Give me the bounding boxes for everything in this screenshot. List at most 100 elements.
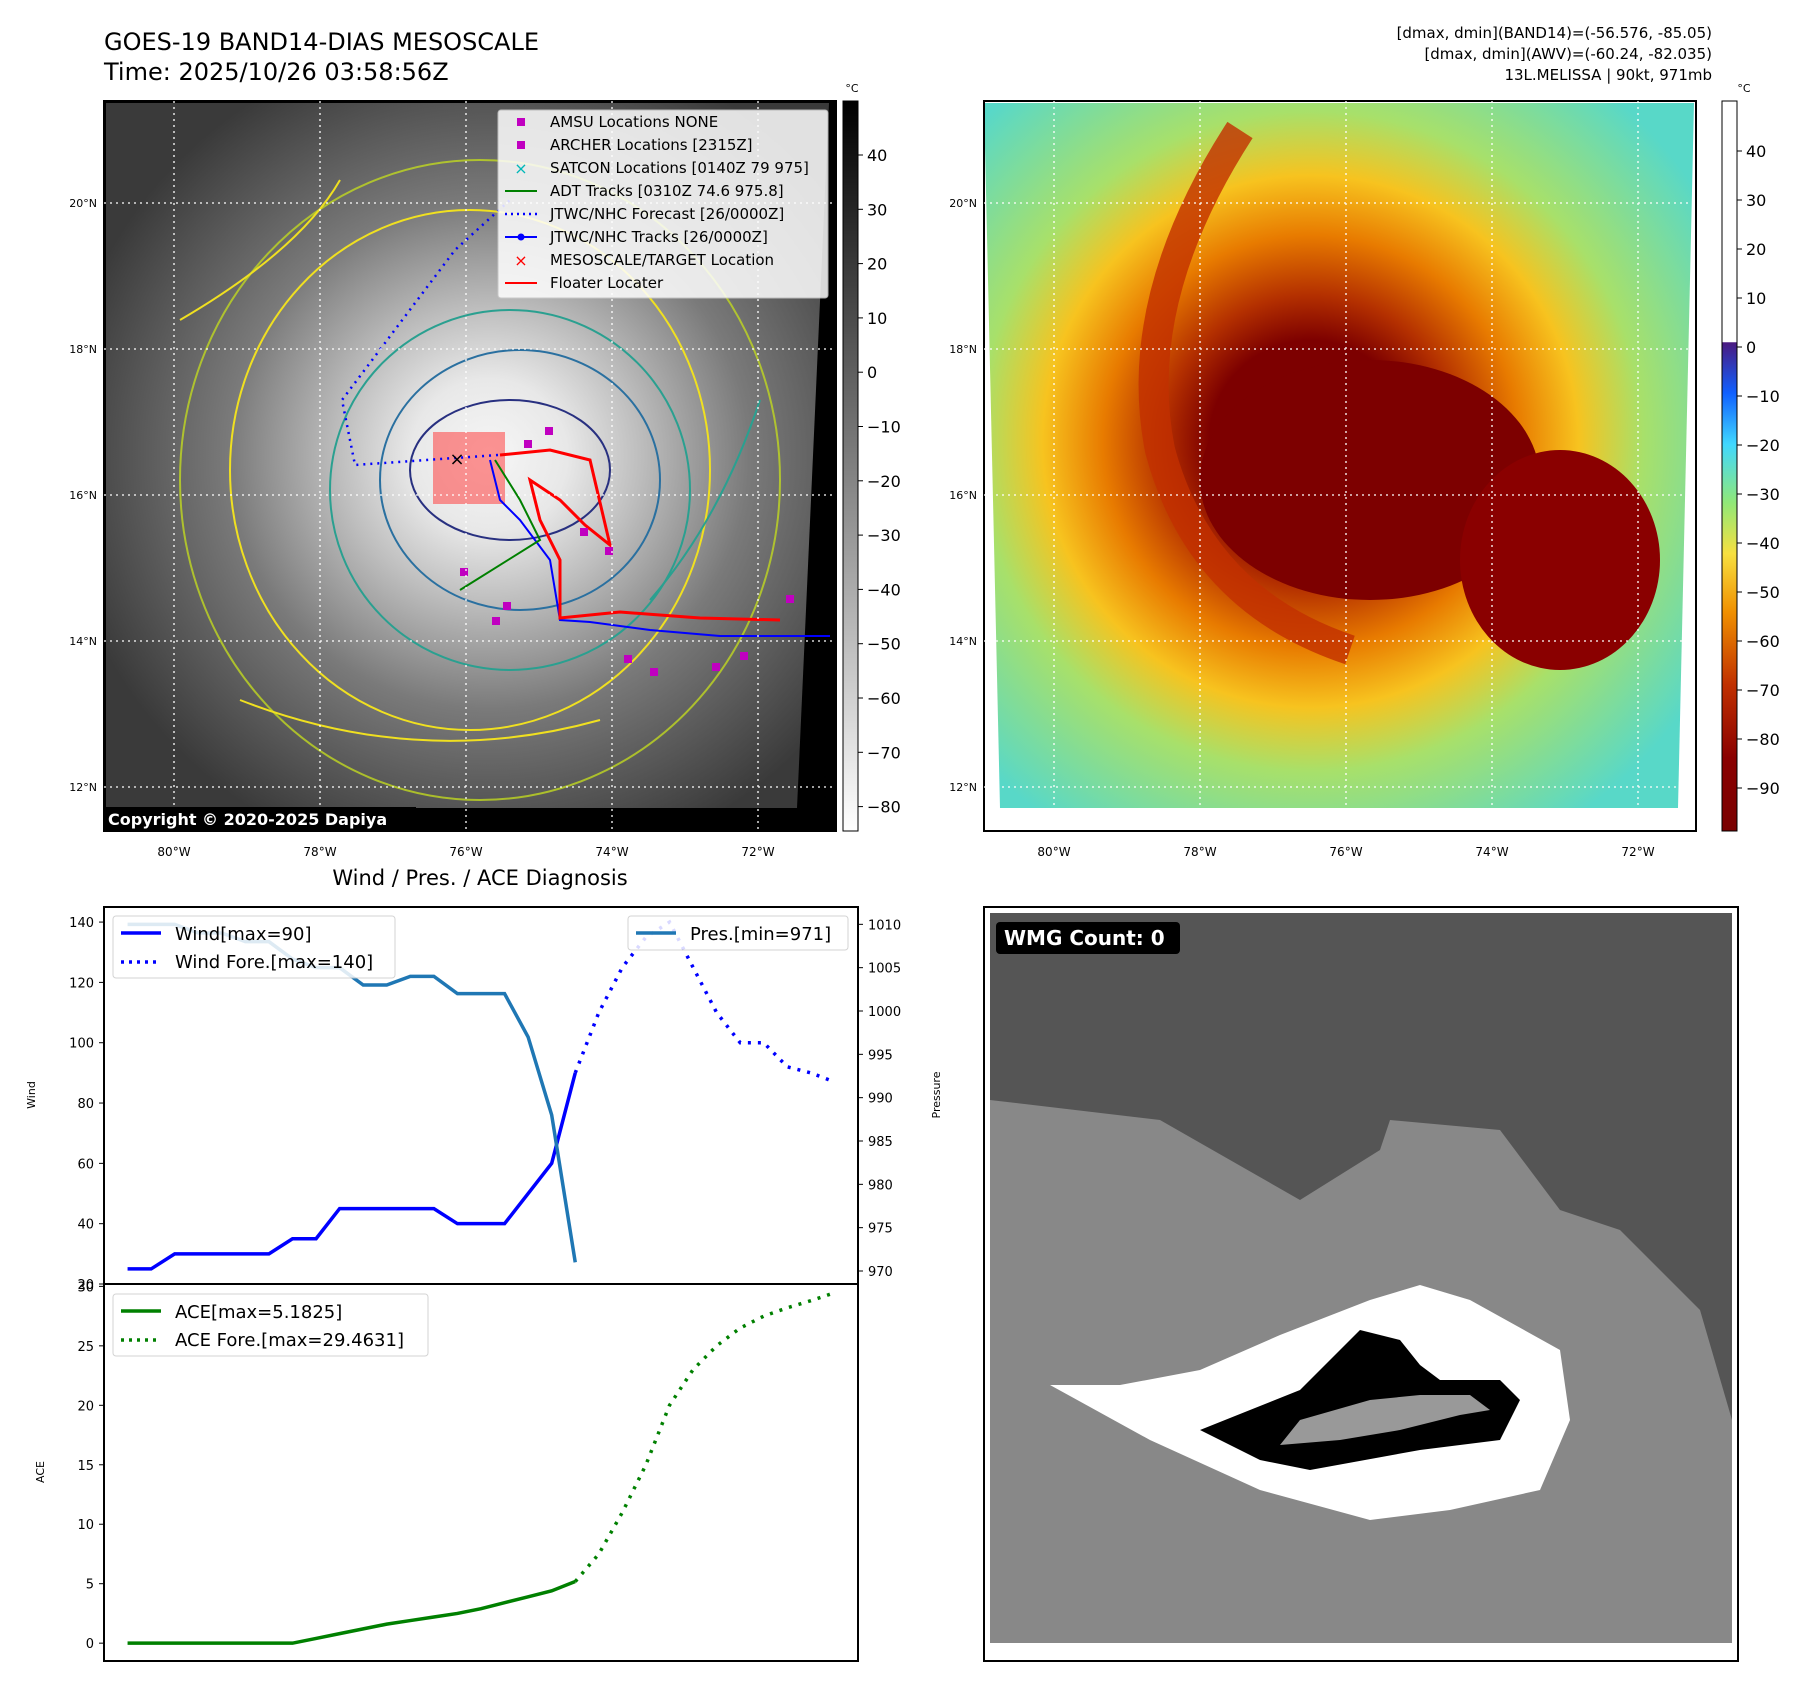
ace-tick-label: 10 [77, 1518, 94, 1533]
lat-label: 14°N [949, 635, 977, 648]
legend-label: JTWC/NHC Tracks [26/0000Z] [549, 228, 768, 246]
info-storm: 13L.MELISSA | 90kt, 971mb [1504, 66, 1712, 84]
colorbar-tick-label: −30 [1746, 485, 1780, 504]
ir-color-map-frame [983, 100, 1697, 832]
wmg-black-core [1200, 1330, 1520, 1470]
legend-item-0: AMSU Locations NONE [517, 113, 718, 131]
pressure-tick-label: 970 [868, 1265, 893, 1280]
pressure-tick-label: 1000 [868, 1005, 901, 1020]
colorbar-tick-label: 10 [867, 309, 887, 328]
series-line-ACE Fore.[max=29.4631] [573, 1291, 835, 1583]
colorbar-tick-label: −30 [867, 526, 901, 545]
ace-tick-label: 20 [77, 1399, 94, 1414]
colorbar-gray [842, 100, 859, 832]
pres-legend-label: Pres.[min=971] [690, 924, 831, 945]
lon-label: 76°W [1329, 845, 1362, 859]
wind-fore-legend-label: Wind Fore.[max=140] [175, 952, 373, 973]
cloud-contours [179, 159, 781, 801]
legend-label: SATCON Locations [0140Z 79 975] [550, 159, 809, 177]
legend-label: MESOSCALE/TARGET Location [550, 251, 774, 269]
legend-item-5: JTWC/NHC Tracks [26/0000Z] [505, 228, 768, 246]
legend-item-6: × MESOSCALE/TARGET Location [514, 251, 774, 270]
lon-label: 74°W [1475, 845, 1508, 859]
cold-cloud-core [1200, 360, 1540, 600]
wmg-count-label: WMG Count: 0 [1004, 926, 1165, 950]
pressure-tick-label: 995 [868, 1048, 893, 1063]
pressure-tick-label: 990 [868, 1092, 893, 1107]
pres-legend-box [627, 915, 849, 951]
legend-item-4: JTWC/NHC Forecast [26/0000Z] [505, 205, 784, 223]
lon-label: 78°W [303, 845, 336, 859]
ace-tick-label: 25 [77, 1340, 94, 1355]
colorbar-tick-label: 20 [867, 255, 887, 274]
wmg-count-badge [996, 922, 1180, 954]
colorbar-gray-unit: °C [845, 82, 859, 95]
legend-x-marker: × [514, 251, 527, 270]
pressure-tick-label: 1005 [868, 962, 901, 977]
wind-axis-label: Wind [25, 1081, 38, 1109]
legend-label: Floater Locater [550, 274, 664, 292]
ace-legend: ACE[max=5.1825] ACE Fore.[max=29.4631] [112, 1293, 429, 1357]
colorbar-color [1721, 100, 1738, 832]
pressure-axis-label: Pressure [930, 1071, 943, 1118]
colorbar-color-unit: °C [1737, 82, 1751, 95]
floater-locater-box [433, 432, 505, 504]
colorbar-tick-label: −80 [867, 798, 901, 817]
ace-tick-label: 0 [86, 1637, 94, 1652]
colorbar-tick-label: −20 [867, 472, 901, 491]
wind-legend: Wind[max=90] Wind Fore.[max=140] [112, 915, 396, 979]
ace-fore-legend-label: ACE Fore.[max=29.4631] [175, 1330, 404, 1351]
colorbar-tick-label: −20 [1746, 436, 1780, 455]
lon-label: 72°W [1621, 845, 1654, 859]
figure-time: Time: 2025/10/26 03:58:56Z [103, 58, 449, 86]
legend-dot [517, 233, 525, 241]
pressure-tick-label: 980 [868, 1178, 893, 1193]
ir-color-map-panel [984, 101, 1696, 831]
lon-labels-right: 80°W 78°W 76°W 74°W 72°W [1037, 845, 1654, 859]
colorbar-tick-label: −60 [867, 689, 901, 708]
legend-label: ARCHER Locations [2315Z] [550, 136, 753, 154]
graticule-right [984, 101, 1696, 831]
colorbar-color-ticks: 40 30 20 10 0 −10 −20 −30 −40 −50 −60 −70 −80 −90 [1737, 142, 1780, 798]
legend-x-marker: × [514, 159, 527, 178]
lon-label: 80°W [1037, 845, 1070, 859]
lat-label: 14°N [69, 635, 97, 648]
ace-chart: 30 25 20 15 10 5 0 [77, 1280, 835, 1652]
info-awv: [dmax, dmin](AWV)=(-60.24, -82.035) [1424, 45, 1712, 63]
series-line-Wind[max=90] [127, 1072, 577, 1271]
pres-legend: Pres.[min=971] [627, 915, 849, 951]
lon-label: 74°W [595, 845, 628, 859]
lat-label: 18°N [69, 343, 97, 356]
lat-label: 12°N [949, 781, 977, 794]
lat-label: 16°N [69, 489, 97, 502]
colorbar-tick-label: 10 [1746, 289, 1766, 308]
cold-cloud-band [1460, 450, 1660, 670]
legend-label: JTWC/NHC Forecast [26/0000Z] [549, 205, 784, 223]
colorbar-tick-label: −90 [1746, 779, 1780, 798]
colorbar-tick-label: −10 [867, 418, 901, 437]
colorbar-tick-label: −60 [1746, 632, 1780, 651]
colorbar-tick-label: −40 [1746, 534, 1780, 553]
diagnosis-title: Wind / Pres. / ACE Diagnosis [332, 866, 627, 890]
lat-label: 20°N [69, 197, 97, 210]
ace-legend-box [112, 1293, 429, 1357]
legend-item-2: × SATCON Locations [0140Z 79 975] [514, 159, 809, 178]
adt-track [459, 459, 542, 591]
pressure-tick-label: 985 [868, 1135, 893, 1150]
wind-tick-label: 100 [69, 1037, 94, 1052]
pressure-tick-label: 1010 [868, 918, 901, 933]
copyright-box [104, 807, 416, 831]
series-line-ACE[max=5.1825] [127, 1579, 576, 1645]
figure-title: GOES-19 BAND14-DIAS MESOSCALE [104, 28, 539, 56]
colorbar-tick-label: −10 [1746, 387, 1780, 406]
colorbar-tick-label: −70 [867, 743, 901, 762]
lon-label: 78°W [1183, 845, 1216, 859]
lat-label: 20°N [949, 197, 977, 210]
lon-label: 72°W [741, 845, 774, 859]
lon-label: 80°W [157, 845, 190, 859]
copyright-text: Copyright © 2020-2025 Dapiya [108, 810, 387, 829]
legend-label: AMSU Locations NONE [550, 113, 718, 131]
colorbar-tick-label: −80 [1746, 730, 1780, 749]
colorbar-tick-label: 0 [1746, 338, 1756, 357]
floater-track [499, 448, 781, 622]
